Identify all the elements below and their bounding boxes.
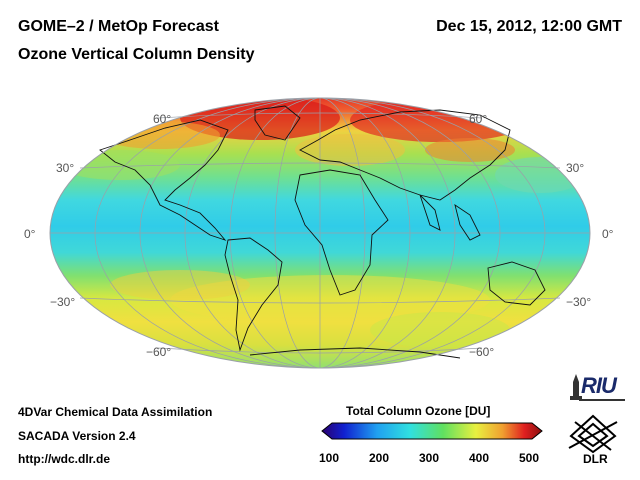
- riu-logo-text: RIU: [581, 373, 617, 398]
- forecast-timestamp: Dec 15, 2012, 12:00 GMT: [436, 18, 622, 35]
- colorbar-tick: 100: [319, 451, 340, 465]
- map-title: GOME–2 / MetOp Forecast: [18, 18, 219, 35]
- colorbar-tick: 400: [469, 451, 490, 465]
- colorbar-gradient: [321, 422, 543, 440]
- dlr-logo-text: DLR: [583, 452, 608, 466]
- lat-label-60s-left: −60°: [146, 345, 172, 359]
- coastlines: [99, 105, 546, 359]
- lat-label-60n-right: 60°: [469, 112, 488, 126]
- dlr-logo: DLR: [565, 412, 625, 472]
- lat-label-30n-left: 30°: [56, 161, 75, 175]
- lat-label-30n-right: 30°: [566, 161, 585, 175]
- colorbar-tick: 300: [419, 451, 440, 465]
- colorbar-tick: 200: [369, 451, 390, 465]
- lat-label-30s-left: −30°: [50, 295, 76, 309]
- dlr-emblem-icon: [568, 414, 618, 454]
- lat-label-60n-left: 60°: [153, 112, 172, 126]
- colorbar-title: Total Column Ozone [DU]: [346, 404, 491, 418]
- lat-label-60s-right: −60°: [469, 345, 495, 359]
- footer-version: SACADA Version 2.4: [18, 429, 136, 443]
- colorbar-tick: 500: [519, 451, 540, 465]
- lat-label-eq-left: 0°: [24, 227, 36, 241]
- lat-label-eq-right: 0°: [602, 227, 614, 241]
- riu-logo: RIU: [567, 372, 627, 402]
- footer-method: 4DVar Chemical Data Assimilation: [18, 405, 213, 419]
- riu-tower-icon: [570, 374, 582, 400]
- map-subtitle: Ozone Vertical Column Density: [18, 46, 255, 63]
- map-outline: [49, 97, 591, 369]
- lat-label-30s-right: −30°: [566, 295, 592, 309]
- footer-url: http://wdc.dlr.de: [18, 452, 110, 466]
